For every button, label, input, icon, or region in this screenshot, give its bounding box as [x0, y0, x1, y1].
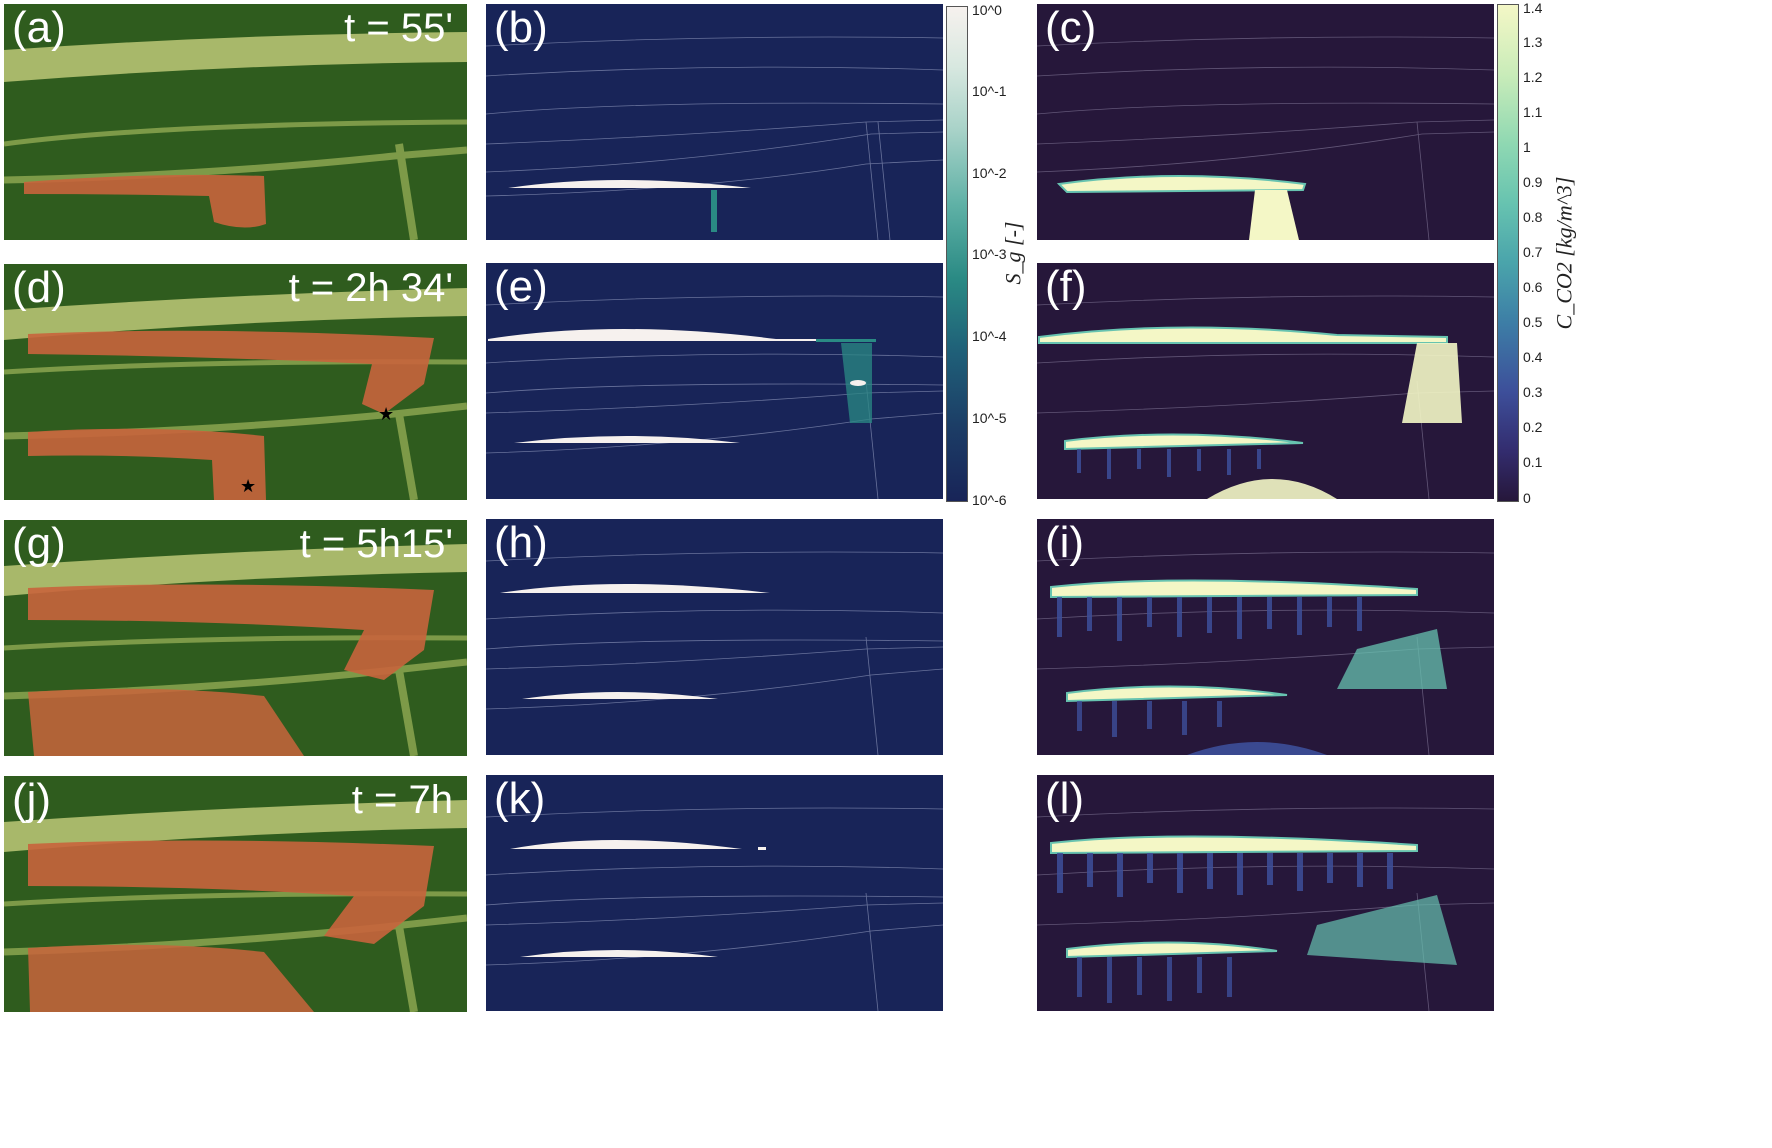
concentration-drawing [1037, 807, 1494, 1011]
panel-label: (h) [494, 519, 548, 567]
c-tick: 1.3 [1523, 34, 1543, 50]
time-label: t = 2h 34' [288, 266, 453, 310]
sg-tick: 10^-4 [972, 328, 1007, 344]
photo-drawing [4, 776, 467, 1012]
c-colorbar-label: C_CO2 [kg/m^3] [1551, 176, 1577, 330]
sg-tick: 10^-2 [972, 165, 1007, 181]
concentration-drawing [1037, 36, 1494, 240]
concentration-colorbar [1497, 4, 1519, 502]
panel-label: (b) [494, 4, 548, 52]
panel-label: (j) [12, 776, 52, 824]
c-tick: 0.6 [1523, 279, 1543, 295]
panel-b-saturation: (b) [486, 4, 943, 240]
panel-e-saturation: (e) [486, 263, 943, 499]
sg-colorbar-label: S_g [-] [1000, 221, 1026, 285]
panel-j-photo: (j) t = 7h [4, 776, 467, 1012]
c-tick: 1.4 [1523, 0, 1543, 16]
panel-i-concentration: (i) [1037, 519, 1494, 755]
photo-drawing [4, 4, 467, 240]
panel-d-photo: ★ ★ (d) t = 2h 34' [4, 264, 467, 500]
c-tick: 0.1 [1523, 454, 1543, 470]
panel-h-saturation: (h) [486, 519, 943, 755]
panel-l-concentration: (l) [1037, 775, 1494, 1011]
c-tick: 0.8 [1523, 209, 1543, 225]
svg-text:★: ★ [240, 476, 256, 496]
sg-tick: 10^-5 [972, 410, 1007, 426]
c-tick: 1.1 [1523, 104, 1543, 120]
time-label: t = 7h [351, 778, 453, 822]
sg-tick: 10^-3 [972, 246, 1007, 262]
c-tick: 0.2 [1523, 419, 1543, 435]
c-tick: 0.7 [1523, 244, 1543, 260]
sg-tick: 10^-6 [972, 492, 1007, 508]
sg-tick: 10^-1 [972, 83, 1007, 99]
panel-label: (g) [12, 520, 66, 568]
panel-f-concentration: (f) [1037, 263, 1494, 499]
saturation-drawing [486, 295, 943, 499]
panel-g-photo: (g) t = 5h15' [4, 520, 467, 756]
panel-k-saturation: (k) [486, 775, 943, 1011]
panel-c-concentration: (c) [1037, 4, 1494, 240]
panel-label: (d) [12, 264, 66, 312]
time-label: t = 5h15' [299, 522, 453, 566]
svg-text:★: ★ [378, 404, 394, 424]
c-tick: 0.9 [1523, 174, 1543, 190]
c-tick: 0.4 [1523, 349, 1543, 365]
panel-label: (c) [1045, 4, 1097, 52]
c-tick: 1 [1523, 139, 1531, 155]
sg-tick: 10^0 [972, 2, 1002, 18]
photo-drawing: ★ ★ [4, 264, 467, 500]
time-label: t = 55' [344, 6, 453, 50]
panel-label: (l) [1045, 775, 1085, 823]
panel-label: (a) [12, 4, 66, 52]
panel-label: (k) [494, 775, 546, 823]
c-tick: 1.2 [1523, 69, 1543, 85]
c-tick: 0.3 [1523, 384, 1543, 400]
saturation-colorbar [946, 6, 968, 502]
panel-label: (f) [1045, 263, 1087, 311]
saturation-drawing [486, 36, 943, 240]
c-tick: 0 [1523, 490, 1531, 506]
panel-label: (i) [1045, 519, 1085, 567]
concentration-drawing [1037, 551, 1494, 755]
c-tick: 0.5 [1523, 314, 1543, 330]
saturation-drawing [486, 551, 943, 755]
concentration-drawing [1037, 295, 1494, 499]
panel-label: (e) [494, 263, 548, 311]
panel-a-photo: (a) t = 55' [4, 4, 467, 240]
saturation-drawing [486, 807, 943, 1011]
photo-drawing [4, 520, 467, 756]
